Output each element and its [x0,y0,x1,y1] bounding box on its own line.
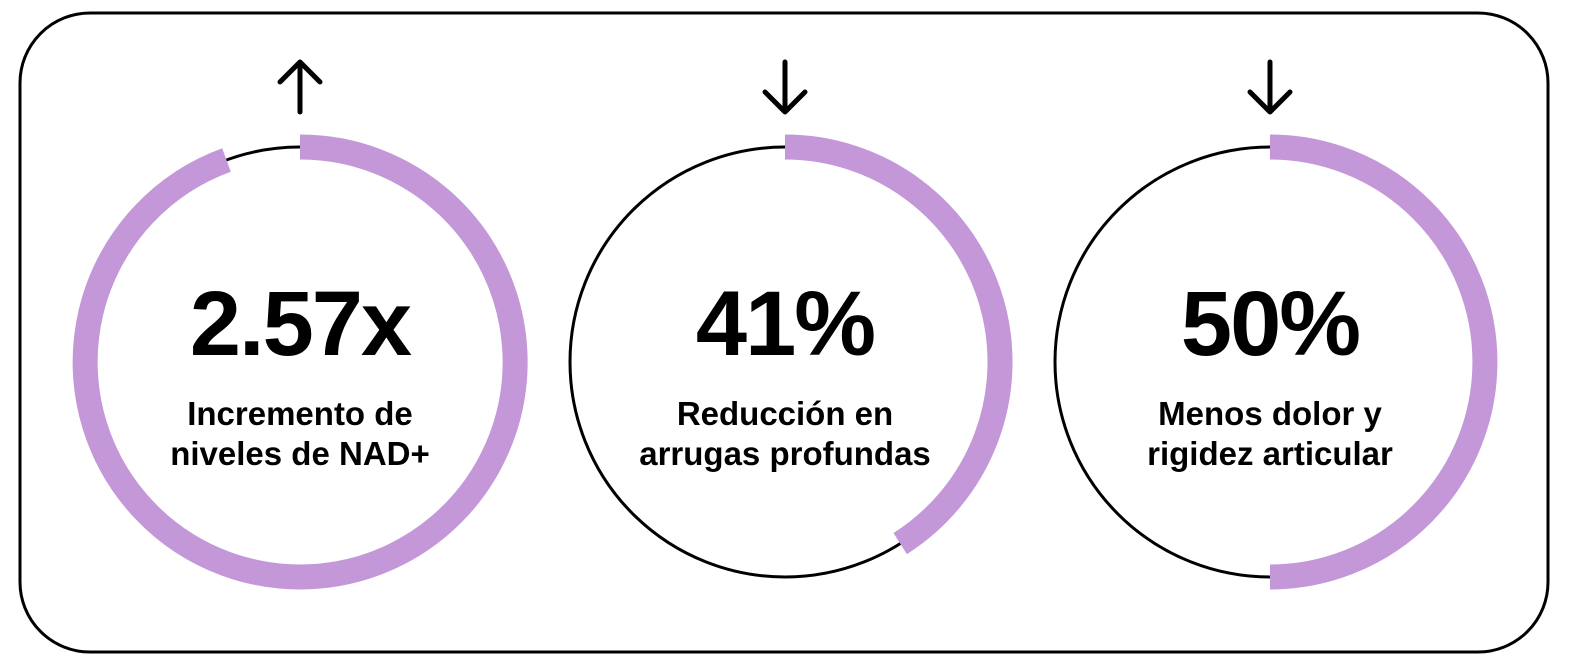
stat-label: Incremento de [187,395,413,432]
stat-value: 50% [1181,273,1359,375]
stat-label: niveles de NAD+ [170,435,430,472]
stat-value: 41% [696,273,874,375]
stat-label: arrugas profundas [639,435,931,472]
stat-value: 2.57x [190,273,412,375]
arrows [277,59,1293,115]
stat-label: rigidez articular [1147,435,1393,472]
arrow-down [762,59,808,115]
stat-label: Reducción en [677,395,893,432]
rings [568,134,1498,590]
ring-arc [72,134,528,590]
stat-label: Menos dolor y [1158,395,1382,432]
arrow-up [277,59,323,115]
ring-arc [1269,134,1498,590]
arrow-down [1247,59,1293,115]
ring-arc [784,134,1013,555]
